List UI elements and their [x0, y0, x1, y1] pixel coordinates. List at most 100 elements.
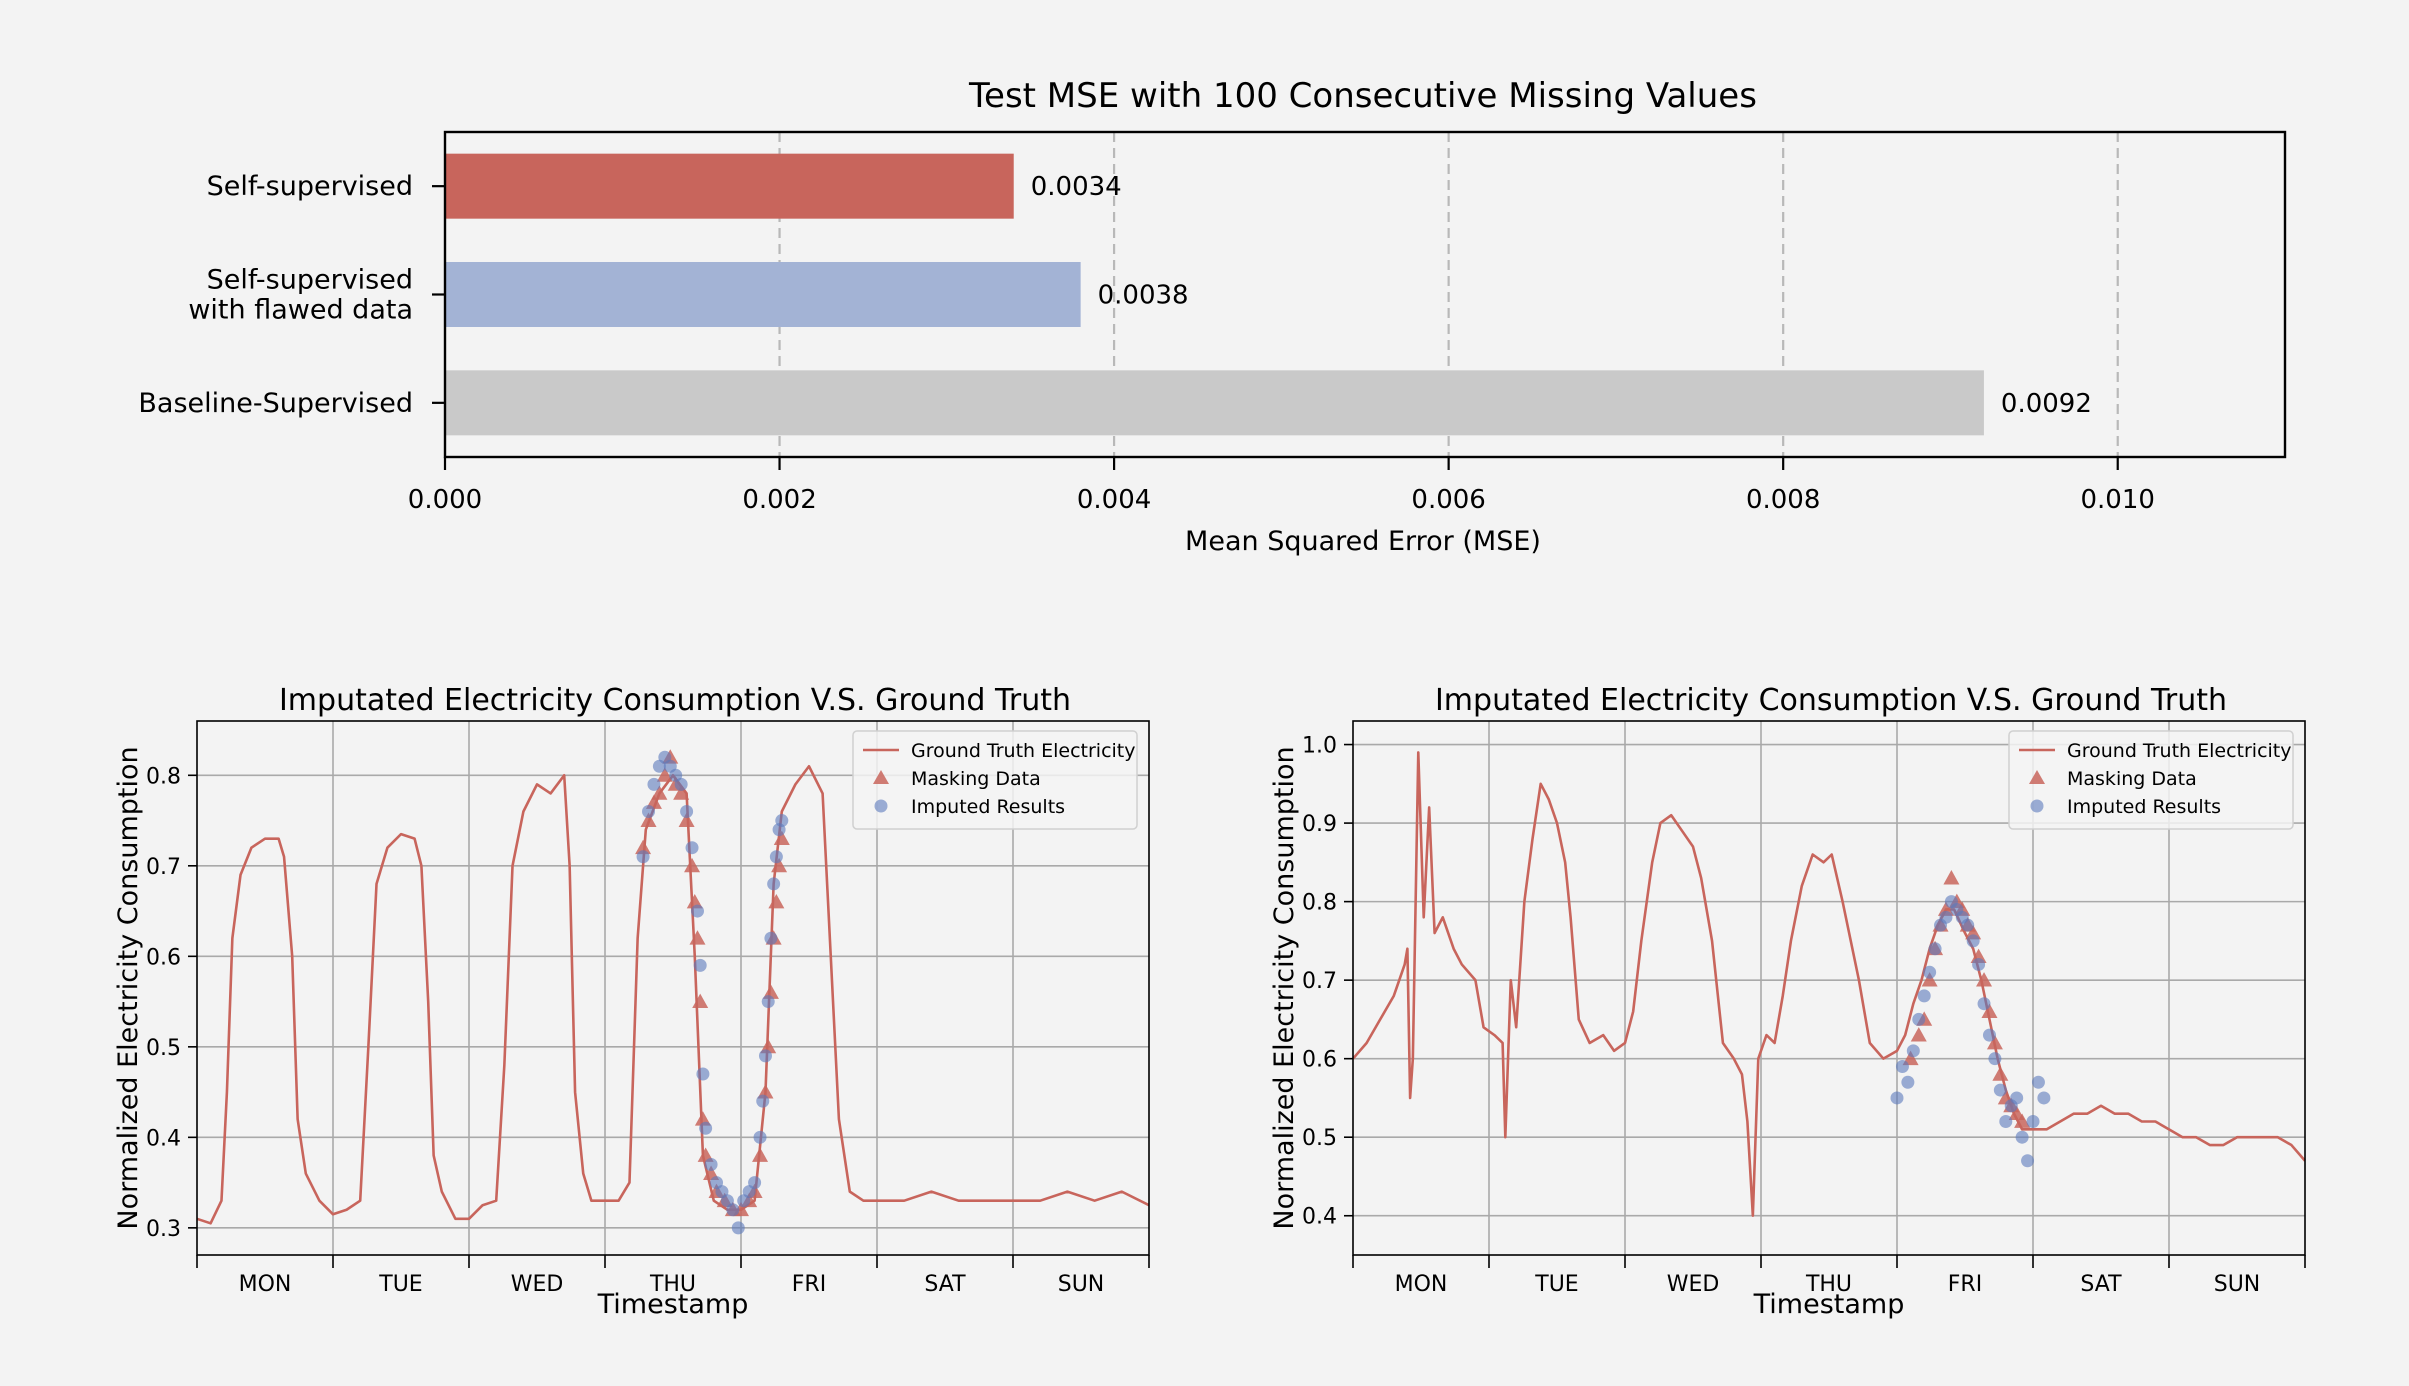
imputed-marker	[1939, 910, 1953, 924]
imputed-marker	[2015, 1130, 2029, 1144]
left-chart-legend: Ground Truth Electricity Masking Data Impu…	[852, 730, 1138, 830]
x-tick-label: WED	[511, 1272, 564, 1297]
imputed-marker	[693, 958, 707, 972]
imputed-marker	[1928, 942, 1942, 956]
right-chart-imputed-markers	[1890, 895, 2051, 1168]
x-tick-label: SAT	[924, 1272, 966, 1297]
x-tick-label: 0.006	[1411, 485, 1485, 515]
x-tick-label: THU	[649, 1272, 696, 1297]
legend-label: Ground Truth Electricity	[2067, 740, 2292, 762]
y-tick-label: 0.8	[146, 764, 181, 789]
y-tick-label-line: Self-supervised	[207, 171, 413, 202]
x-tick-label: TUE	[1534, 1272, 1578, 1297]
x-tick-label: MON	[239, 1272, 292, 1297]
left-chart-y-ticks: 0.3 0.4 0.5 0.6 0.7 0.8	[146, 764, 197, 1242]
right-chart-legend: Ground Truth Electricity Masking Data Impu…	[2008, 730, 2294, 830]
masking-marker	[768, 894, 785, 909]
masking-marker	[673, 785, 690, 800]
masking-marker	[678, 812, 695, 827]
left-chart-title: Imputated Electricity Consumption V.S. G…	[279, 683, 1071, 718]
y-tick-label: 0.9	[1302, 812, 1337, 837]
y-tick-label: 0.4	[1302, 1205, 1337, 1230]
left-chart-y-axis-label: Normalized Electricity Consumption	[113, 746, 144, 1229]
imputed-marker	[1895, 1060, 1909, 1074]
masking-marker	[1986, 1034, 2003, 1050]
bar-chart-x-axis-label: Mean Squared Error (MSE)	[1185, 526, 1541, 557]
imputed-marker	[1977, 997, 1991, 1011]
imputed-marker	[767, 877, 781, 891]
imputed-marker	[1912, 1012, 1926, 1026]
imputed-marker	[1982, 1028, 1996, 1042]
x-tick-label: 0.002	[742, 485, 816, 515]
imputed-marker	[1906, 1044, 1920, 1058]
bar	[445, 370, 1984, 436]
imputed-marker	[1966, 934, 1980, 948]
masking-marker	[1910, 1027, 1927, 1042]
imputed-marker	[647, 777, 661, 791]
legend-label: Ground Truth Electricity	[911, 740, 1136, 762]
masking-marker	[1981, 1003, 1998, 1018]
legend-label: Masking Data	[911, 768, 1041, 790]
legend-label: Imputed Results	[2067, 796, 2221, 818]
imputed-marker	[2021, 1154, 2035, 1168]
x-tick-label: 0.008	[1746, 485, 1820, 515]
bar-value-label: 0.0034	[1031, 172, 1122, 202]
imputed-marker	[685, 841, 699, 855]
ground-truth-line	[196, 764, 1150, 1225]
x-tick-label: SAT	[2080, 1272, 2122, 1297]
left-chart-x-axis-label: Timestamp	[597, 1289, 749, 1320]
legend-triangle-swatch	[2029, 770, 2045, 784]
left-chart-frame	[196, 720, 1150, 1256]
y-tick-label: 0.4	[146, 1126, 181, 1151]
right-chart-title: Imputated Electricity Consumption V.S. G…	[1435, 683, 2227, 718]
left-chart-ground-truth-line	[196, 764, 1150, 1225]
imputed-marker	[1923, 965, 1937, 979]
imputed-marker	[696, 1067, 710, 1081]
right-chart-x-ticks: MON TUE WED THU FRI SAT SUN	[1352, 1255, 2306, 1297]
imputed-marker	[680, 805, 694, 819]
masking-marker	[640, 812, 657, 827]
imputed-marker	[731, 1221, 745, 1235]
masking-marker	[752, 1147, 769, 1162]
masking-marker	[684, 857, 701, 873]
left-chart-imputed-markers	[636, 750, 789, 1235]
imputed-marker	[769, 850, 783, 864]
bar-value-label: 0.0092	[2001, 389, 2092, 419]
y-tick-label: 0.7	[1302, 969, 1337, 994]
imputed-marker	[1917, 989, 1931, 1003]
y-tick-label: Self-supervised with flawed data	[188, 265, 413, 326]
legend-triangle-swatch	[873, 770, 889, 784]
imputed-marker	[2031, 1075, 2045, 1089]
bar-chart-frame	[443, 130, 2287, 459]
imputed-marker	[756, 1094, 770, 1108]
bar	[445, 153, 1014, 219]
y-tick-label: 1.0	[1302, 734, 1337, 759]
legend-circle-swatch	[874, 799, 888, 813]
imputed-marker	[1961, 918, 1975, 932]
right-chart-y-ticks: 0.4 0.5 0.6 0.7 0.8 0.9 1.0	[1302, 734, 1353, 1230]
bar	[445, 262, 1081, 327]
imputation-chart-left: Imputated Electricity Consumption V.S. G…	[113, 683, 1150, 1320]
y-tick-label-line: Baseline-Supervised	[138, 388, 413, 419]
legend-circle-swatch	[2030, 799, 2044, 813]
bar-chart-title: Test MSE with 100 Consecutive Missing Va…	[968, 76, 1757, 116]
y-tick-label-line: with flawed data	[188, 295, 413, 326]
imputed-marker	[764, 931, 778, 945]
x-tick-label: 0.010	[2081, 485, 2155, 515]
imputed-marker	[704, 1157, 718, 1171]
x-tick-label: 0.000	[408, 485, 482, 515]
y-tick-label-line: Self-supervised	[207, 265, 413, 296]
masking-marker	[1976, 972, 1993, 987]
right-chart-frame	[1352, 720, 2306, 1256]
masking-marker	[773, 830, 790, 846]
y-tick-label: 0.3	[146, 1217, 181, 1242]
imputed-marker	[726, 1203, 740, 1217]
imputed-marker	[636, 850, 650, 864]
imputed-marker	[748, 1176, 762, 1190]
y-tick-label: 0.8	[1302, 891, 1337, 916]
legend-box	[2008, 730, 2294, 830]
imputed-marker	[2037, 1091, 2051, 1105]
y-tick-label: Self-supervised	[207, 171, 413, 202]
